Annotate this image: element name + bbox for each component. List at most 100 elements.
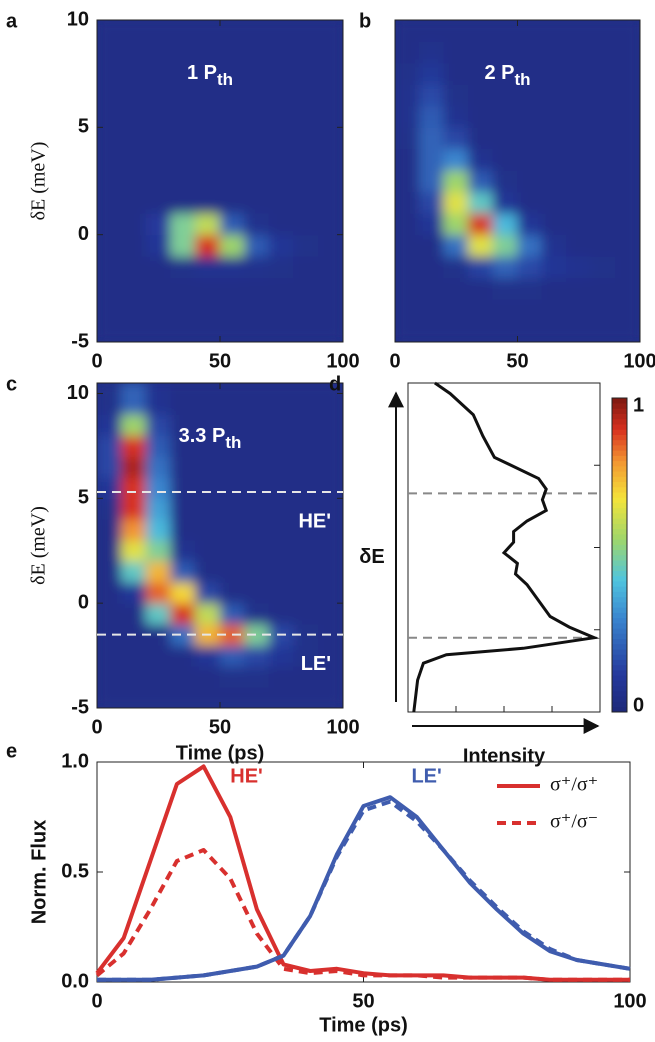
plot-frame bbox=[407, 382, 601, 713]
heatmap-cell bbox=[268, 497, 295, 520]
heatmap-cell bbox=[268, 518, 295, 541]
heatmap-cell bbox=[517, 212, 543, 236]
heatmap-cell bbox=[170, 320, 196, 342]
heatmap-cell bbox=[194, 277, 221, 300]
y-axis-label: δE (meV) bbox=[28, 142, 50, 221]
heatmap-cell bbox=[268, 83, 295, 107]
heatmap-cell bbox=[468, 169, 494, 193]
heatmap-cell bbox=[121, 148, 147, 171]
heatmap-cell bbox=[145, 539, 172, 562]
colorbar-segment bbox=[612, 450, 627, 456]
heatmap-cell bbox=[615, 62, 640, 85]
heatmap-cell bbox=[317, 169, 343, 193]
heatmap-cell bbox=[419, 126, 445, 150]
heatmap-cell bbox=[541, 298, 567, 322]
heatmap-cell bbox=[121, 83, 147, 107]
heatmap-cell bbox=[268, 212, 295, 236]
legend-label: σ⁺/σ⁺ bbox=[550, 774, 598, 796]
heatmap-cell bbox=[145, 148, 172, 171]
heatmap-cell bbox=[419, 212, 445, 236]
colorbar-segment bbox=[612, 460, 627, 467]
colorbar-frame bbox=[611, 397, 628, 713]
colorbar-segment bbox=[612, 397, 627, 404]
heatmap-cell bbox=[244, 212, 270, 236]
heatmap-cell bbox=[615, 83, 640, 107]
colorbar-segment bbox=[612, 591, 627, 598]
heatmap-cell bbox=[145, 169, 172, 193]
heatmap-cell bbox=[293, 518, 319, 541]
heatmap-cell bbox=[121, 126, 147, 150]
heatmap-cell bbox=[590, 320, 616, 342]
heatmap-cell bbox=[268, 169, 295, 193]
heatmap-cell bbox=[419, 234, 445, 257]
heatmap-cell bbox=[268, 434, 295, 457]
y-tick-label: 0 bbox=[78, 223, 89, 245]
x-tick-label: 100 bbox=[326, 350, 359, 372]
heatmap-cell bbox=[121, 497, 147, 520]
heatmap-cell bbox=[541, 320, 567, 342]
heatmap-cell bbox=[194, 497, 221, 520]
heatmap-cell bbox=[541, 126, 567, 150]
heatmap-cell bbox=[219, 83, 246, 107]
annotation: HE' bbox=[298, 510, 331, 532]
colorbar-segment bbox=[612, 575, 627, 582]
heatmap-cell bbox=[419, 320, 445, 342]
heatmap-cell bbox=[293, 62, 319, 85]
heatmap-cell bbox=[468, 191, 494, 214]
x-tick-label: 0 bbox=[389, 350, 400, 372]
heatmap-cell bbox=[219, 560, 246, 583]
text-part: th bbox=[225, 433, 241, 452]
heatmap-cell bbox=[194, 126, 221, 150]
heatmap-cell bbox=[97, 455, 123, 478]
heatmap-cell bbox=[268, 602, 295, 625]
heatmap-cell bbox=[170, 581, 196, 604]
heatmap-cell bbox=[590, 126, 616, 150]
heatmap-cell bbox=[219, 169, 246, 193]
heatmap-cell bbox=[395, 255, 420, 279]
heatmap-cell bbox=[590, 255, 616, 279]
colorbar-segment bbox=[612, 539, 627, 545]
colorbar-segment bbox=[612, 502, 627, 509]
heatmap-cell bbox=[170, 277, 196, 300]
heatmap-cell bbox=[244, 560, 270, 583]
heatmap-cell bbox=[219, 539, 246, 562]
colorbar-segment bbox=[612, 486, 627, 493]
heatmap-cell bbox=[194, 455, 221, 478]
heatmap-cell bbox=[395, 62, 420, 85]
heatmap-cell bbox=[317, 298, 343, 322]
heatmap-cell bbox=[293, 539, 319, 562]
heatmap-cell bbox=[145, 581, 172, 604]
heatmap-cell bbox=[566, 255, 592, 279]
heatmap-cell bbox=[492, 255, 518, 279]
heatmap-cell bbox=[517, 126, 543, 150]
colorbar-segment bbox=[612, 627, 627, 634]
heatmap-cell bbox=[145, 665, 172, 688]
heatmap-cell bbox=[419, 169, 445, 193]
heatmap-cell bbox=[194, 255, 221, 279]
heatmap-cell bbox=[566, 191, 592, 214]
heatmap-cell bbox=[170, 665, 196, 688]
heatmap-cell bbox=[492, 212, 518, 236]
heatmap-cell bbox=[170, 83, 196, 107]
heatmap-cell bbox=[566, 20, 592, 42]
heatmap-cell bbox=[194, 191, 221, 214]
colorbar-segment bbox=[612, 518, 627, 524]
heatmap-cell bbox=[293, 255, 319, 279]
heatmap-cell bbox=[268, 686, 295, 708]
annotation: LE' bbox=[301, 653, 331, 675]
heatmap-cell bbox=[121, 191, 147, 214]
heatmap-cell bbox=[219, 20, 246, 42]
annotation: LE' bbox=[411, 766, 441, 788]
heatmap-cell bbox=[97, 602, 123, 625]
heatmap-cell bbox=[97, 234, 123, 257]
heatmap-cell bbox=[419, 20, 445, 42]
heatmap-cell bbox=[317, 455, 343, 478]
heatmap-cell bbox=[566, 126, 592, 150]
heatmap-cell bbox=[121, 434, 147, 457]
heatmap-cell bbox=[293, 665, 319, 688]
heatmap-cell bbox=[170, 212, 196, 236]
heatmap-cell bbox=[268, 320, 295, 342]
heatmap-cell bbox=[268, 255, 295, 279]
heatmap-cell bbox=[590, 83, 616, 107]
heatmap-cell bbox=[244, 434, 270, 457]
